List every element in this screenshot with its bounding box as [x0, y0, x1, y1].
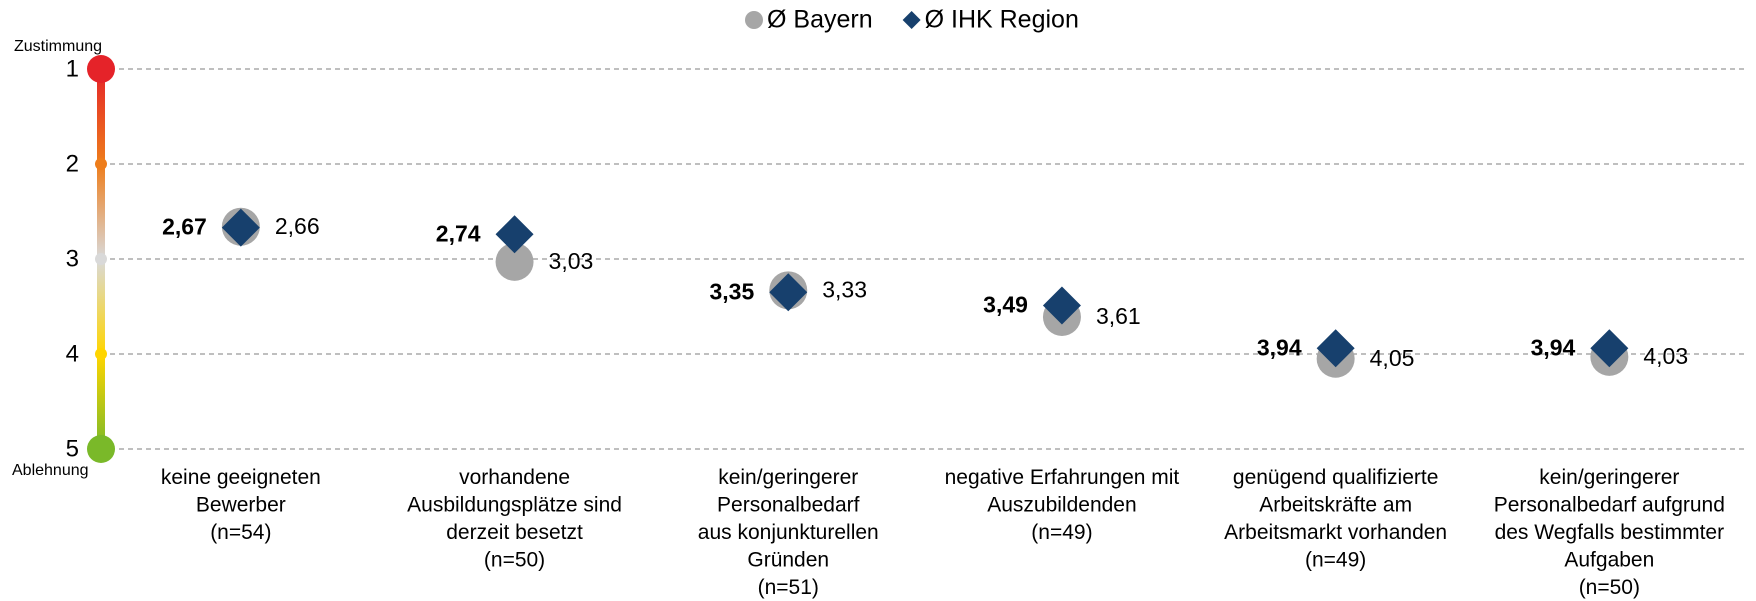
- point-ihk: [221, 208, 260, 247]
- tick-dot: [87, 55, 115, 83]
- value-label: 3,61: [1096, 303, 1141, 329]
- x-tick-label: kein/geringerer Personalbedarf aufgrund de…: [1494, 466, 1725, 599]
- point-bayern: [495, 242, 534, 281]
- value-label: 3,49: [983, 292, 1028, 318]
- y-bottom-label: Ablehnung: [12, 462, 89, 479]
- point-ihk: [495, 215, 534, 254]
- value-label: 3,94: [1257, 334, 1302, 360]
- y-tick-label: 2: [66, 150, 79, 177]
- value-label: 4,05: [1370, 345, 1415, 371]
- y-top-label: Zustimmung: [14, 38, 102, 55]
- x-tick-label: kein/geringerer Personalbedarf aus konjunk…: [698, 466, 879, 599]
- legend-label: Ø IHK Region: [925, 6, 1079, 34]
- x-tick-label: keine geeigneten Bewerber (n=54): [161, 466, 321, 544]
- y-tick-label: 5: [66, 435, 79, 462]
- tick-dot: [87, 435, 115, 463]
- legend-marker: [745, 11, 763, 29]
- y-tick-label: 1: [66, 55, 79, 82]
- value-label: 3,94: [1531, 334, 1576, 360]
- value-label: 3,35: [709, 278, 754, 304]
- point-ihk: [769, 273, 808, 312]
- value-label: 3,03: [549, 248, 594, 274]
- legend-label: Ø Bayern: [767, 6, 873, 34]
- point-ihk: [1590, 329, 1629, 368]
- point-ihk: [1316, 329, 1355, 368]
- x-tick-label: negative Erfahrungen mit Auszubildenden (n…: [945, 466, 1180, 544]
- value-label: 2,67: [162, 214, 207, 240]
- x-tick-label: vorhandene Ausbildungsplätze sind derzeit …: [407, 466, 622, 572]
- tick-dot: [95, 348, 107, 360]
- x-tick-label: genügend qualifizierte Arbeitskräfte am Ar…: [1224, 466, 1447, 572]
- point-ihk: [1042, 286, 1081, 325]
- tick-dot: [95, 253, 107, 265]
- tick-dot: [95, 158, 107, 170]
- value-label: 4,03: [1643, 343, 1688, 369]
- value-label: 3,33: [822, 276, 867, 302]
- y-tick-label: 3: [66, 245, 79, 272]
- y-tick-label: 4: [66, 340, 79, 367]
- legend-marker: [902, 11, 921, 29]
- value-label: 2,66: [275, 213, 320, 239]
- value-label: 2,74: [436, 220, 481, 246]
